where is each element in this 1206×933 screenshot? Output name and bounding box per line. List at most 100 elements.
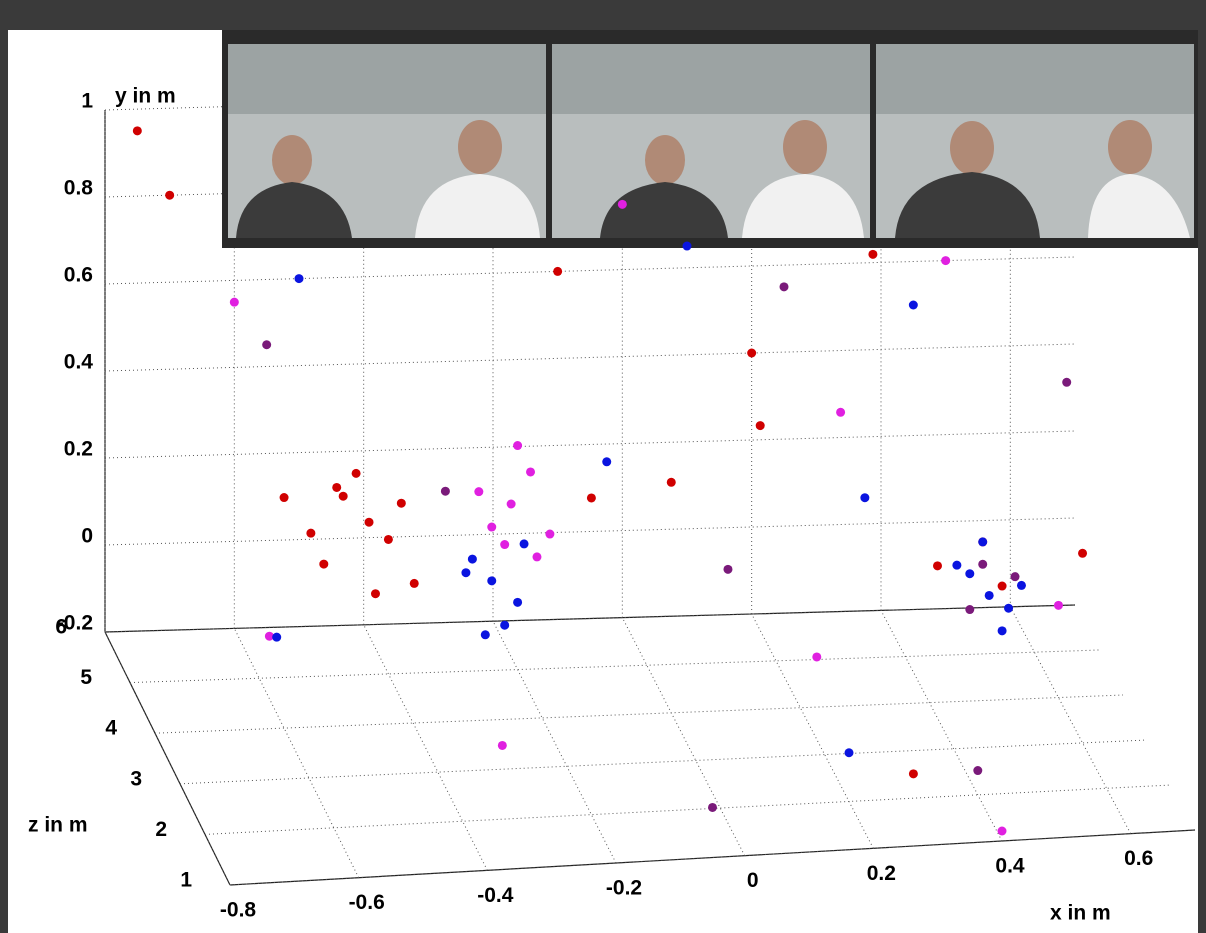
y-tick-label: 0.2 (64, 438, 93, 461)
y-tick-label: -0.2 (57, 612, 93, 635)
point (487, 576, 497, 586)
point (868, 249, 878, 259)
frame (228, 44, 546, 238)
point (978, 559, 988, 569)
point (997, 826, 1007, 836)
x-tick-label: 0.6 (1124, 847, 1153, 870)
z-tick-label: 5 (80, 666, 92, 689)
point (755, 421, 765, 431)
point (480, 630, 490, 640)
frame (876, 44, 1194, 238)
point (965, 569, 975, 579)
point (844, 748, 854, 758)
point (1016, 580, 1026, 590)
point (973, 766, 983, 776)
point (294, 274, 304, 284)
grid-line (1009, 606, 1132, 834)
grid-line (104, 343, 1076, 372)
grid-line (129, 649, 1100, 684)
point (279, 493, 289, 503)
grid-line (621, 617, 746, 856)
z-tick-label: 1 (180, 869, 192, 892)
point (513, 441, 523, 451)
point (545, 529, 555, 539)
axis-line (229, 829, 1196, 886)
x-tick-label: -0.2 (606, 877, 642, 900)
point (526, 467, 536, 477)
point (396, 498, 406, 508)
y-tick-label: 0.4 (64, 351, 94, 374)
grid-line (104, 604, 1076, 633)
point (461, 568, 471, 578)
point (383, 534, 393, 544)
y-axis-label: y in m (115, 85, 176, 108)
point (836, 407, 846, 417)
point (532, 552, 542, 562)
label-layer: y in m z in m x in m -0.8 -0.6 -0.4 -0.2 0 0.… (28, 85, 1153, 925)
point (319, 559, 329, 569)
z-tick-label: 4 (105, 717, 117, 740)
point (474, 487, 484, 497)
point (500, 620, 510, 630)
point (617, 199, 627, 209)
point (952, 560, 962, 570)
point (338, 491, 348, 501)
grid-line (154, 694, 1124, 734)
point (1010, 572, 1020, 582)
z-tick-label: 6 (55, 616, 67, 639)
point (586, 493, 596, 503)
point (553, 266, 563, 276)
x-tick-label: 0 (747, 869, 759, 892)
y-tick-label: 1 (81, 90, 93, 113)
y-tick-label: 0.6 (64, 264, 93, 287)
point (132, 126, 142, 136)
point (165, 190, 175, 200)
point (500, 540, 510, 550)
point (519, 539, 529, 549)
z-tick-label: 2 (155, 818, 167, 841)
point (332, 482, 342, 492)
point (723, 564, 733, 574)
point (860, 493, 870, 503)
point (997, 581, 1007, 591)
point (666, 477, 676, 487)
point (513, 597, 523, 607)
grid-line (104, 256, 1076, 285)
point (747, 348, 757, 358)
point (351, 468, 361, 478)
point (409, 578, 419, 588)
point (997, 626, 1007, 636)
point (1062, 377, 1072, 387)
point (933, 561, 942, 571)
frame (552, 44, 870, 238)
y-tick-label: 0.8 (64, 177, 94, 200)
y-tick-label: 0 (81, 525, 93, 548)
point (708, 802, 717, 812)
point (467, 554, 477, 564)
point (908, 300, 918, 310)
point (262, 340, 272, 350)
point (779, 282, 789, 292)
grid-line (104, 517, 1076, 546)
z-axis-label: z in m (28, 814, 88, 837)
video-frames (222, 30, 1198, 248)
point (908, 769, 918, 779)
x-tick-label: -0.8 (220, 899, 257, 922)
point (1078, 548, 1088, 558)
point (506, 499, 516, 509)
point (440, 486, 450, 496)
point (1004, 603, 1014, 613)
x-tick-label: 0.4 (995, 855, 1025, 878)
point (978, 537, 988, 547)
point (364, 517, 374, 527)
point (1053, 600, 1063, 610)
x-axis-label: x in m (1050, 902, 1111, 925)
x-tick-label: -0.6 (349, 891, 385, 914)
point (497, 740, 507, 750)
point (487, 522, 497, 532)
point (965, 605, 975, 615)
point (682, 241, 692, 251)
point (984, 590, 994, 600)
x-tick-label: -0.4 (477, 884, 514, 907)
